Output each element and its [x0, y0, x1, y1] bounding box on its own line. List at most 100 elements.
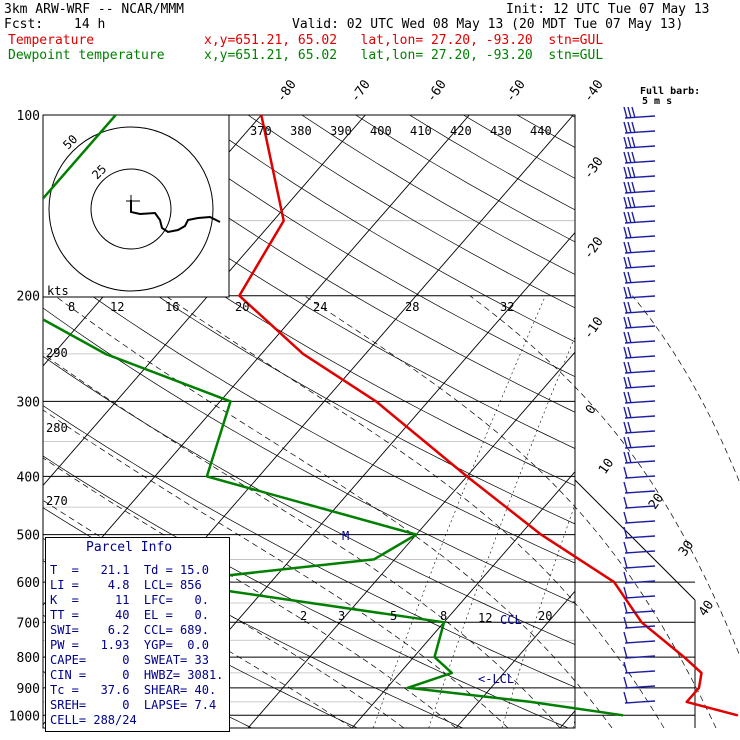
- wind-barb-flag: [627, 106, 632, 119]
- dry-adiabat-label: 290: [46, 346, 68, 360]
- wind-barb-staff: [624, 640, 656, 644]
- pressure-label: 600: [17, 576, 40, 591]
- dry-adiabat-line: [43, 213, 575, 525]
- forecast-label: Fcst:: [4, 17, 44, 32]
- dewpoint-point: [206, 475, 208, 478]
- wind-barb-flag: [631, 181, 636, 194]
- temperature-point: [375, 400, 377, 403]
- temperature-point: [640, 621, 643, 624]
- wind-barb-flag: [627, 151, 632, 164]
- wind-barb-staff: [624, 520, 656, 524]
- wind-barb: [623, 406, 656, 419]
- dry-adiabat-line: [43, 455, 569, 728]
- dry-adiabat-line: [570, 115, 575, 118]
- lcl-annotation: <-LCL: [478, 672, 514, 686]
- wind-barb-flag: [623, 151, 628, 164]
- pressure-label: 900: [17, 682, 40, 697]
- wind-barb-flag: [623, 316, 628, 329]
- mixing-ratio-label: 32: [500, 300, 514, 314]
- wind-barb: [623, 676, 656, 689]
- wind-barb-flag: [623, 166, 628, 179]
- wind-barb: [623, 256, 656, 269]
- mixing-ratio-label: 5: [390, 609, 397, 623]
- wind-barb-staff: [624, 445, 656, 449]
- wind-barb: [623, 586, 656, 599]
- wind-barb: [623, 211, 656, 224]
- moist-adiabat-line: [43, 409, 509, 728]
- dry-adiabat-line: [43, 123, 575, 449]
- pressure-label: 300: [17, 395, 40, 410]
- wind-barb-flag: [623, 181, 628, 194]
- wind-barb-flag: [623, 406, 628, 419]
- wind-barb-staff: [624, 370, 656, 374]
- wind-barb: [623, 316, 656, 329]
- wind-barb: [623, 241, 656, 254]
- wind-barb-flag: [623, 106, 628, 119]
- wind-barb-flag: [627, 136, 632, 149]
- isotherm-label: -20: [581, 234, 607, 262]
- mixing-ratio-label: 20: [538, 609, 552, 623]
- dry-adiabat-line: [43, 355, 575, 645]
- dewpoint-point: [451, 672, 453, 674]
- diagram-frame: [42, 114, 576, 729]
- barb-key-label: 5 m s: [642, 96, 672, 107]
- wind-barb-flag: [623, 211, 628, 224]
- temperature-point: [683, 656, 685, 658]
- wind-barb-flag: [627, 376, 632, 389]
- wind-barb-flag: [623, 646, 628, 659]
- mixing-ratio-label: 12: [478, 611, 492, 625]
- wind-barb-flag: [627, 421, 632, 434]
- parcel-row: PW = 1.93 YGP= 0.0: [50, 638, 209, 652]
- pressure-label: 400: [17, 470, 40, 485]
- theta-label: 390: [330, 124, 352, 138]
- mixing-ratio-label: 20: [235, 300, 249, 314]
- dewpoint-point: [373, 558, 375, 561]
- dry-adiabat-line: [43, 168, 575, 487]
- dry-adiabat-line: [355, 115, 575, 243]
- wind-barb: [623, 646, 656, 659]
- hodograph-ring: [48, 126, 214, 292]
- wind-barb-staff: [624, 610, 656, 614]
- wind-barb-flag: [623, 226, 628, 239]
- temperature-location-info: x,y=651.21, 65.02 lat,lon= 27.20, -93.20…: [204, 33, 604, 48]
- wind-barb-flag: [623, 511, 628, 524]
- wind-barb-flag: [623, 241, 628, 254]
- wind-barb-flag: [631, 151, 636, 164]
- wind-barb-staff: [624, 535, 656, 539]
- mixing-ratio-label: 8: [440, 609, 447, 623]
- wind-barb-staff: [624, 160, 656, 164]
- parcel-info-panel: Parcel Info T = 21.1 Td = 15.0 LI = 4.8 …: [45, 537, 230, 732]
- dewpoint-point: [529, 701, 532, 703]
- wind-barb-staff: [624, 505, 656, 509]
- wind-barb: [623, 511, 656, 524]
- isotherm-label: -10: [581, 314, 607, 342]
- wind-barb-flag: [627, 361, 632, 374]
- wind-barb: [623, 136, 656, 149]
- theta-label: 380: [290, 124, 312, 138]
- wind-barb-flag: [627, 391, 632, 404]
- wind-barb: [623, 181, 656, 194]
- temperature-point: [736, 714, 739, 717]
- dry-adiabat-line: [43, 260, 575, 564]
- isotherm-line: [247, 351, 575, 728]
- theta-label: 440: [530, 124, 552, 138]
- theta-label: 430: [490, 124, 512, 138]
- wind-barb-flag: [623, 571, 628, 584]
- wind-barb-flag: [627, 301, 632, 314]
- dewpoint-point: [415, 533, 418, 536]
- wind-barb-staff: [624, 385, 656, 389]
- parcel-row: T = 21.1 Td = 15.0: [50, 563, 209, 577]
- mixing-ratio-label: 24: [313, 300, 327, 314]
- wind-barb: [623, 361, 656, 374]
- wind-barb-flag: [623, 526, 628, 539]
- wind-barb: [623, 526, 656, 539]
- wind-barb: [623, 301, 656, 314]
- dewpoint-location-info: x,y=651.21, 65.02 lat,lon= 27.20, -93.20…: [204, 48, 604, 63]
- wind-barb-flag: [623, 631, 628, 644]
- wind-barb-staff: [624, 700, 656, 704]
- wind-barb-staff: [624, 145, 656, 149]
- mixing-ratio-line: [428, 335, 575, 728]
- wind-barb-flag: [623, 676, 628, 689]
- mixing-ratio-line: [373, 295, 546, 728]
- moist-adiabat-line: [43, 353, 561, 728]
